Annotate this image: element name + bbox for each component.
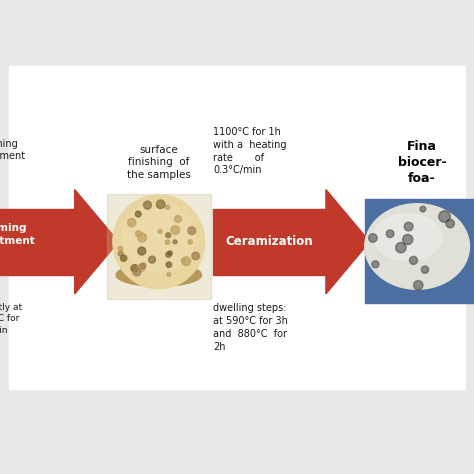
- Circle shape: [144, 201, 152, 209]
- Circle shape: [402, 235, 413, 245]
- Circle shape: [171, 226, 180, 234]
- Ellipse shape: [365, 204, 469, 289]
- Circle shape: [188, 227, 196, 235]
- Circle shape: [446, 219, 455, 228]
- Circle shape: [138, 247, 146, 255]
- Circle shape: [166, 233, 171, 238]
- Polygon shape: [326, 190, 370, 294]
- Text: Ceramization: Ceramization: [226, 235, 313, 248]
- Ellipse shape: [113, 195, 205, 289]
- Circle shape: [369, 234, 377, 242]
- Bar: [9, 66, 465, 389]
- Circle shape: [167, 273, 171, 276]
- Text: 1100°C for 1h
with a  heating
rate       of
0.3°C/min: 1100°C for 1h with a heating rate of 0.3…: [213, 127, 287, 175]
- Circle shape: [135, 211, 141, 217]
- Circle shape: [131, 264, 138, 272]
- Polygon shape: [75, 190, 118, 294]
- Circle shape: [136, 231, 141, 237]
- Circle shape: [182, 257, 191, 265]
- Polygon shape: [0, 209, 75, 275]
- Circle shape: [120, 255, 127, 261]
- Circle shape: [137, 233, 146, 242]
- Circle shape: [182, 258, 185, 262]
- Circle shape: [396, 242, 406, 253]
- Circle shape: [165, 240, 170, 244]
- Polygon shape: [213, 209, 326, 275]
- Text: Foaming
treatment: Foaming treatment: [0, 223, 36, 246]
- Circle shape: [137, 264, 145, 272]
- Circle shape: [410, 256, 418, 264]
- Ellipse shape: [116, 264, 201, 286]
- Bar: [365, 199, 474, 303]
- Circle shape: [439, 211, 450, 222]
- Circle shape: [148, 256, 155, 263]
- Circle shape: [188, 240, 192, 244]
- Circle shape: [165, 205, 170, 210]
- Circle shape: [118, 246, 123, 251]
- Circle shape: [166, 252, 171, 257]
- Circle shape: [128, 219, 136, 227]
- Circle shape: [372, 261, 379, 268]
- Circle shape: [192, 252, 200, 260]
- Ellipse shape: [374, 213, 442, 261]
- Text: Foaming
treatment: Foaming treatment: [0, 139, 26, 161]
- Circle shape: [133, 268, 141, 276]
- Circle shape: [168, 251, 172, 255]
- Circle shape: [173, 240, 177, 244]
- Text: dwelling steps:
at 590°C for 3h
and  880°C  for
2h: dwelling steps: at 590°C for 3h and 880°…: [213, 303, 288, 352]
- Circle shape: [156, 200, 165, 209]
- Circle shape: [158, 229, 162, 233]
- Circle shape: [118, 251, 123, 256]
- Circle shape: [140, 263, 146, 269]
- Circle shape: [386, 230, 394, 237]
- Circle shape: [413, 281, 423, 290]
- Ellipse shape: [122, 203, 195, 271]
- Circle shape: [421, 266, 428, 273]
- Text: directly at
550°C for
30 min: directly at 550°C for 30 min: [0, 303, 22, 335]
- Text: surface
finishing  of
the samples: surface finishing of the samples: [127, 145, 191, 180]
- Circle shape: [420, 206, 426, 212]
- Bar: [107, 194, 211, 299]
- Circle shape: [174, 216, 182, 222]
- Circle shape: [166, 262, 172, 267]
- Text: Fina
biocer-
foa-: Fina biocer- foa-: [398, 140, 446, 185]
- Circle shape: [404, 222, 413, 231]
